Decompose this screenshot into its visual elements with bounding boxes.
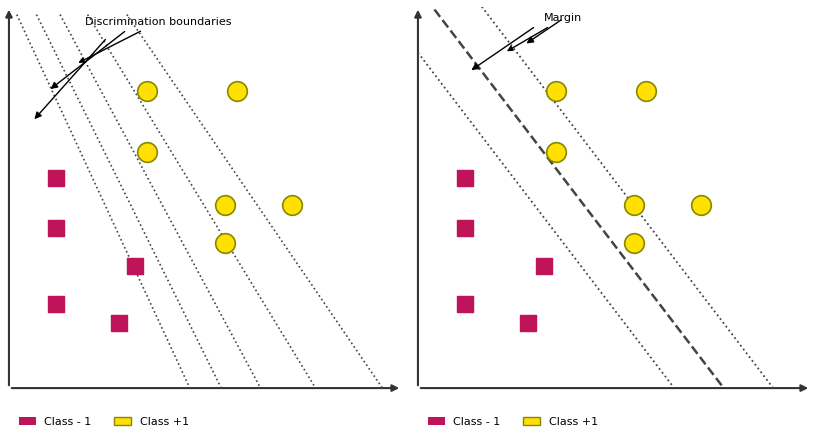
Legend: Class - 1, Class +1: Class - 1, Class +1 [15,413,193,432]
Point [218,240,231,247]
Point [112,320,125,327]
Text: Margin: Margin [508,13,582,51]
Point [50,301,63,308]
Text: Discrimination boundaries: Discrimination boundaries [79,17,231,62]
Point [231,87,244,94]
Point [521,320,534,327]
Point [627,240,640,247]
Point [459,301,472,308]
Point [140,87,153,94]
Point [459,224,472,232]
Point [549,87,562,94]
Legend: Class - 1, Class +1: Class - 1, Class +1 [424,413,602,432]
Point [627,202,640,209]
Point [537,262,551,269]
Point [285,202,299,209]
Point [218,202,231,209]
Point [128,262,142,269]
Point [459,175,472,182]
Point [640,87,653,94]
Point [694,202,708,209]
Point [549,148,562,155]
Point [140,148,153,155]
Point [50,175,63,182]
Point [50,224,63,232]
